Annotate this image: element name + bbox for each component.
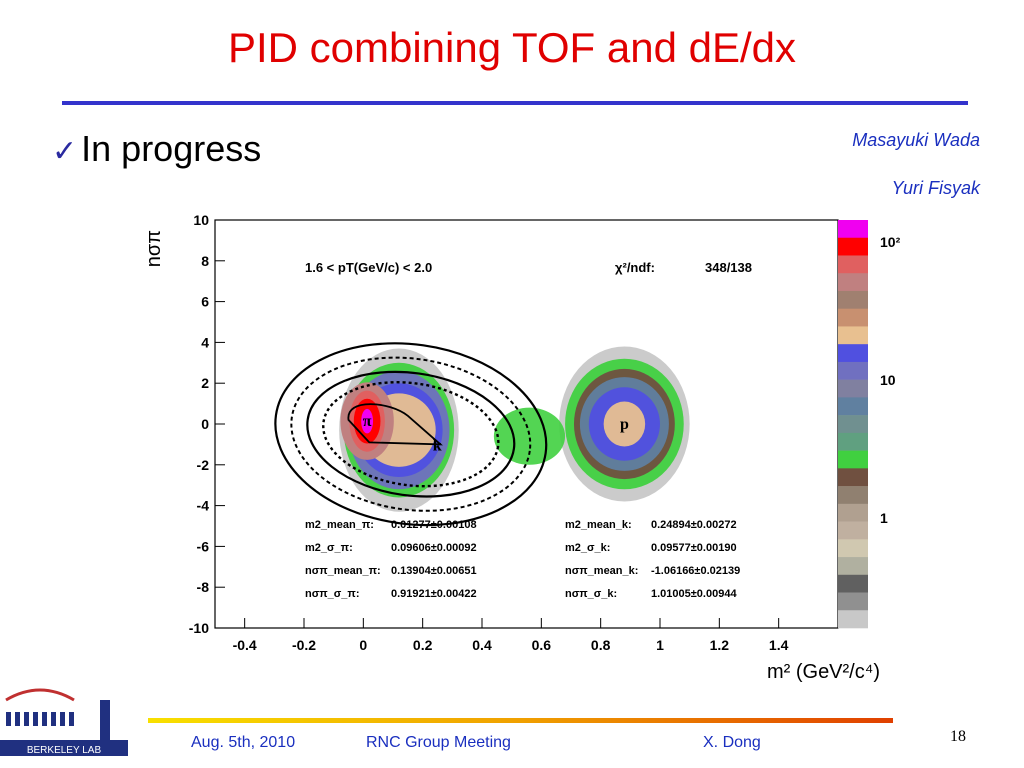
color-swatch	[838, 290, 868, 309]
color-swatch	[838, 503, 868, 522]
color-swatch	[838, 557, 868, 576]
color-swatch	[838, 450, 868, 469]
fit-parameters: m2_mean_π: 0.01277±0.00108 m2_σ_π: 0.09606±…	[305, 519, 740, 600]
param-value: 0.91921±0.00422	[391, 588, 477, 600]
y-tick-label: 4	[201, 334, 209, 350]
color-swatch	[838, 486, 868, 505]
param-value: -1.06166±0.02139	[651, 565, 740, 577]
peak-label: k	[433, 438, 442, 455]
density-blobs	[339, 346, 690, 512]
footer-meeting: RNC Group Meeting	[366, 734, 511, 751]
param-value: 1.01005±0.00944	[651, 588, 737, 600]
pid-heatmap-chart: π k p -0.4 -0.2 0 0.2 0.4 0.6 0.8 1 1.2 1.4 10 8 6 4 2 0 -…	[143, 212, 900, 683]
pion-contour	[347, 403, 443, 446]
color-swatch	[838, 237, 868, 256]
fit-contour	[306, 370, 516, 498]
x-tick-label: 0	[359, 637, 367, 653]
peak-label: p	[620, 416, 629, 433]
fit-contours: π k p	[274, 342, 629, 527]
color-swatch	[838, 326, 868, 345]
param-value: 0.01277±0.00108	[391, 519, 477, 531]
footer-author: X. Dong	[703, 734, 761, 751]
fit-contour	[290, 356, 532, 512]
y-tick-label: 8	[201, 253, 209, 269]
footer-date: Aug. 5th, 2010	[191, 734, 296, 751]
fit-contour	[274, 342, 548, 527]
param-value: 0.09577±0.00190	[651, 542, 737, 554]
color-swatch	[838, 379, 868, 398]
color-swatch	[838, 610, 868, 629]
param-name: m2_σ_k:	[565, 542, 610, 554]
color-swatch	[838, 468, 868, 487]
fit-contour	[322, 381, 500, 488]
y-tick-label: -6	[197, 538, 210, 554]
x-tick-label: -0.4	[233, 637, 257, 653]
param-value: 0.09606±0.00092	[391, 542, 477, 554]
color-swatch	[838, 521, 868, 540]
x-tick-label: 1	[656, 637, 664, 653]
color-swatch	[838, 592, 868, 611]
y-tick-label: 10	[193, 212, 209, 228]
y-tick-label: 2	[201, 375, 209, 391]
x-tick-label: 1.4	[769, 637, 789, 653]
proton-region	[603, 401, 646, 447]
y-axis-label: nσπ	[143, 230, 165, 267]
color-swatch	[838, 273, 868, 292]
y-tick-label: -2	[197, 457, 210, 473]
color-scale: 10² 10 1	[838, 220, 900, 629]
param-name: nσπ_σ_π:	[305, 588, 360, 600]
param-name: nσπ_mean_k:	[565, 565, 638, 577]
color-swatch	[838, 220, 868, 239]
y-tick-label: 0	[201, 416, 209, 432]
chi2-value: 348/138	[705, 260, 752, 275]
colorbar-label: 1	[880, 510, 888, 526]
y-tick-label: 6	[201, 294, 209, 310]
param-value: 0.24894±0.00272	[651, 519, 737, 531]
color-swatch	[838, 397, 868, 416]
x-axis-label: m² (GeV²/c⁴)	[767, 661, 880, 683]
param-name: m2_σ_π:	[305, 542, 353, 554]
y-tick-label: -10	[189, 620, 209, 636]
logo-text: BERKELEY LAB	[27, 745, 102, 756]
param-name: m2_mean_k:	[565, 519, 632, 531]
color-swatch	[838, 432, 868, 451]
page-number: 18	[950, 728, 966, 745]
chi2-label: χ²/ndf:	[615, 260, 655, 275]
param-name: nσπ_mean_π:	[305, 565, 381, 577]
slide-title: PID combining TOF and dE/dx	[227, 24, 797, 71]
y-tick-label: -4	[197, 498, 210, 514]
peak-label: π	[363, 413, 372, 430]
y-tick-label: -8	[197, 579, 210, 595]
color-swatch	[838, 415, 868, 434]
pion-peak	[361, 408, 374, 434]
checkmark-icon: ✓	[52, 135, 78, 168]
color-swatch	[838, 361, 868, 380]
color-swatch	[838, 539, 868, 558]
colorbar-label: 10	[880, 372, 896, 388]
param-name: m2_mean_π:	[305, 519, 374, 531]
x-tick-label: 0.2	[413, 637, 433, 653]
author-2: Yuri Fisyak	[891, 178, 980, 198]
author-1: Masayuki Wada	[852, 130, 980, 150]
colorbar-label: 10²	[880, 234, 900, 250]
color-swatch	[838, 574, 868, 593]
x-tick-label: 0.4	[472, 637, 492, 653]
param-name: nσπ_σ_k:	[565, 588, 617, 600]
pt-range-label: 1.6 < pT(GeV/c) < 2.0	[305, 260, 432, 275]
param-value: 0.13904±0.00651	[391, 565, 477, 577]
x-tick-label: 0.8	[591, 637, 611, 653]
bullet-text: In progress	[81, 128, 262, 169]
berkeley-lab-logo: BERKELEY LAB	[0, 688, 128, 756]
color-swatch	[838, 255, 868, 274]
footer-bar	[148, 718, 893, 723]
x-tick-label: -0.2	[292, 637, 316, 653]
x-tick-label: 0.6	[532, 637, 552, 653]
color-swatch	[838, 344, 868, 363]
x-tick-label: 1.2	[710, 637, 730, 653]
title-divider	[62, 101, 968, 105]
color-swatch	[838, 308, 868, 327]
bridge-region	[493, 407, 566, 465]
bullet-item: ✓ In progress	[52, 128, 261, 170]
